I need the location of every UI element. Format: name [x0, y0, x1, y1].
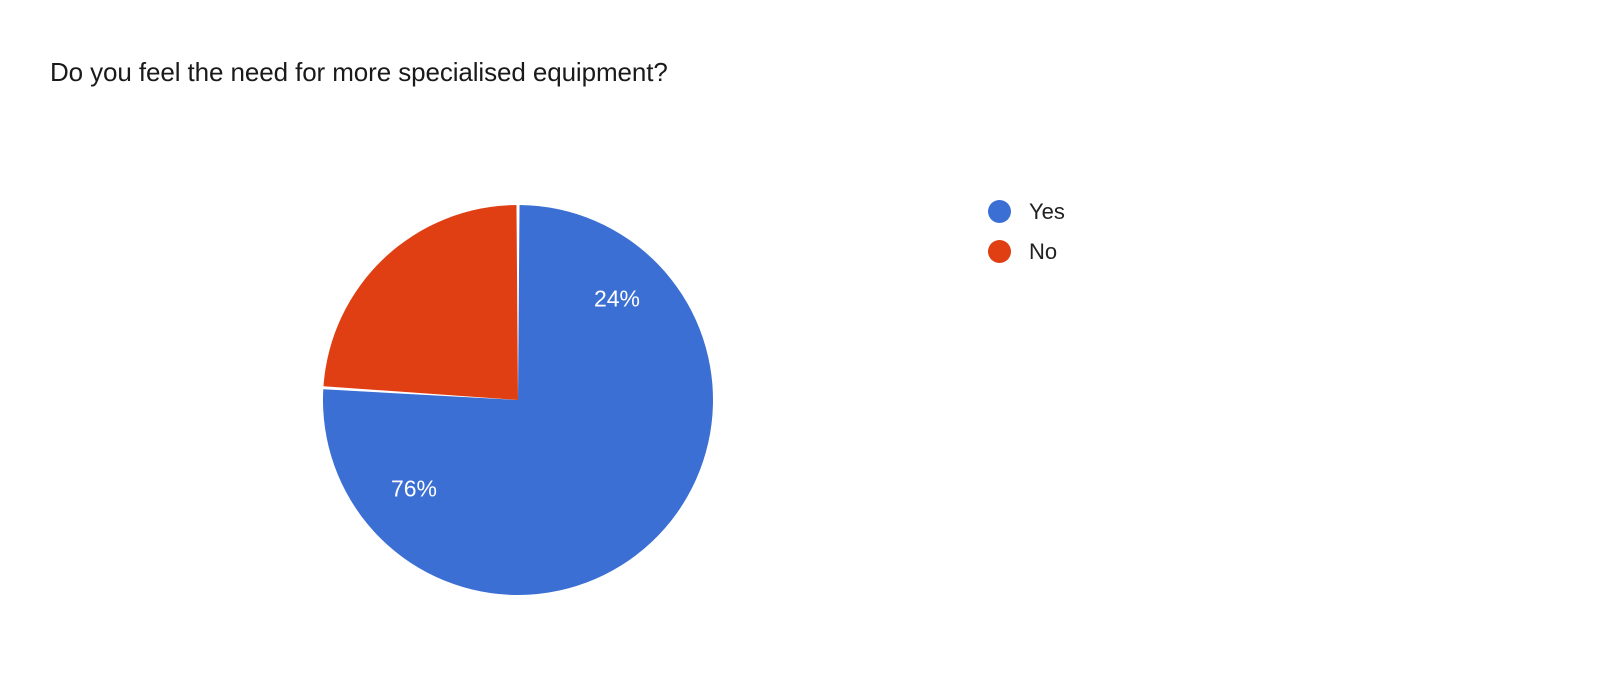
legend-label-no: No	[1029, 239, 1058, 264]
legend-item-yes[interactable]: Yes	[988, 200, 1065, 223]
pie-slice-yes[interactable]	[322, 205, 713, 596]
chart-legend: Yes No	[988, 200, 1065, 263]
legend-item-no[interactable]: No	[988, 240, 1065, 263]
chart-title: Do you feel the need for more specialise…	[50, 57, 668, 87]
pie-chart-graphic: 76% 24%	[321, 203, 715, 597]
legend-swatch-yes-icon	[988, 200, 1011, 223]
pie-slice-no[interactable]	[323, 205, 518, 400]
legend-swatch-no-icon	[988, 240, 1011, 263]
legend-label-yes: Yes	[1029, 199, 1065, 224]
pie-svg	[322, 205, 713, 596]
